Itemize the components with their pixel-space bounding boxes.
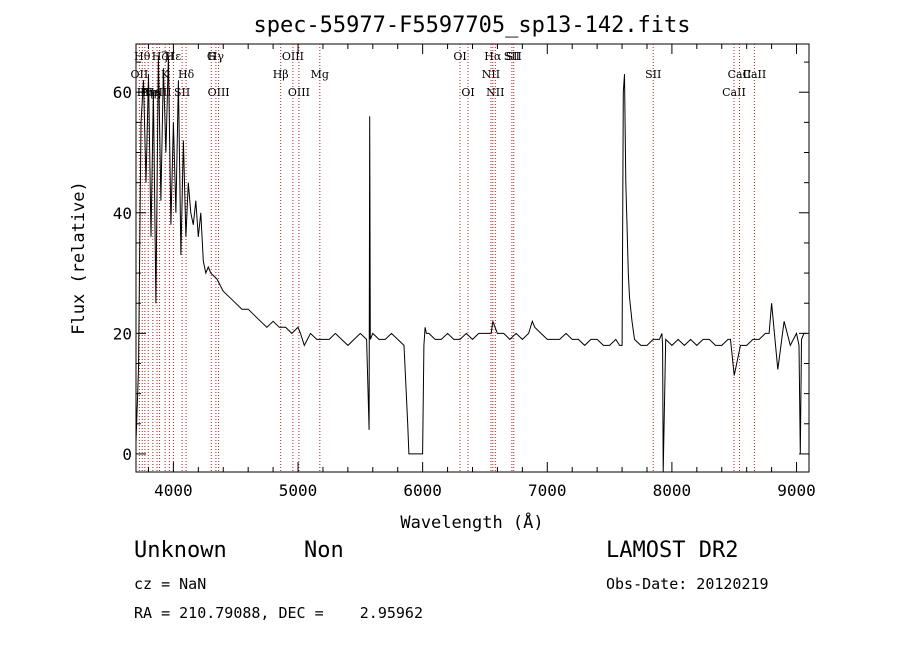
object-class: Unknown [134,538,227,563]
line-marker-label-19: OI [453,50,466,63]
coordinates: RA = 210.79088, DEC = 2.95962 [134,604,423,622]
y-tick-label-40: 40 [113,204,132,223]
spectrum-line-0 [135,56,807,473]
y-tick-label-0: 0 [122,445,132,464]
line-marker-label-28: CaII [728,68,752,81]
x-tick-label-8000: 8000 [653,481,692,500]
line-marker-label-6: Hζ [152,50,168,63]
line-marker-label-8: H [165,50,175,63]
chart-title: spec-55977-F5597705_sp13-142.fits [253,13,690,38]
y-tick-label-20: 20 [113,324,132,343]
line-marker-label-29: CaII [743,68,767,81]
emission-line-markers: OIIHθHηHηHηNeIIIHζKHHεSIIHδGHγOIIIHβOIII… [131,44,767,472]
axis-ticks: 4000 5000 6000 7000 8000 9000 0 20 40 60 [113,44,816,500]
line-marker-label-27: CaII [722,86,746,99]
line-marker-label-1: Hθ [134,50,151,63]
line-marker-label-0: OII [131,68,149,81]
y-tick-label-60: 60 [113,83,132,102]
line-marker-label-17: OIII [288,86,310,99]
redshift-value: cz = NaN [134,575,207,593]
line-marker-label-9: Hε [166,50,182,63]
line-marker-label-14: OIII [208,86,230,99]
line-marker-label-22: Hα [484,50,502,63]
line-marker-label-25: SII [506,50,522,63]
x-tick-label-9000: 9000 [777,481,816,500]
spectrum-chart: spec-55977-F5597705_sp13-142.fits OIIHθH… [69,13,816,533]
y-axis-label: Flux (relative) [69,181,89,335]
x-tick-label-6000: 6000 [403,481,442,500]
x-tick-label-4000: 4000 [154,481,193,500]
line-marker-label-16: OIII [282,50,304,63]
line-marker-label-23: NII [486,86,504,99]
object-subclass: Non [304,538,344,563]
line-marker-label-24: SII [504,50,520,63]
observation-date: Obs-Date: 20120219 [606,575,769,593]
line-marker-label-12: G [207,50,216,63]
spectrum-series [135,56,807,473]
line-marker-label-7: K [161,68,170,81]
line-marker-label-15: Hβ [273,68,289,81]
line-marker-label-10: SII [174,86,190,99]
x-tick-label-5000: 5000 [279,481,318,500]
x-axis-label: Wavelength (Å) [400,511,543,533]
line-marker-label-21: NII [482,68,500,81]
line-marker-label-13: Hγ [208,50,225,63]
plot-frame [135,43,810,473]
line-marker-label-20: OI [461,86,474,99]
line-marker-label-26: SII [645,68,661,81]
survey-name: LAMOST DR2 [606,538,739,563]
line-marker-label-18: Mg [311,68,329,81]
line-marker-label-11: Hδ [178,68,195,81]
x-tick-label-7000: 7000 [528,481,567,500]
